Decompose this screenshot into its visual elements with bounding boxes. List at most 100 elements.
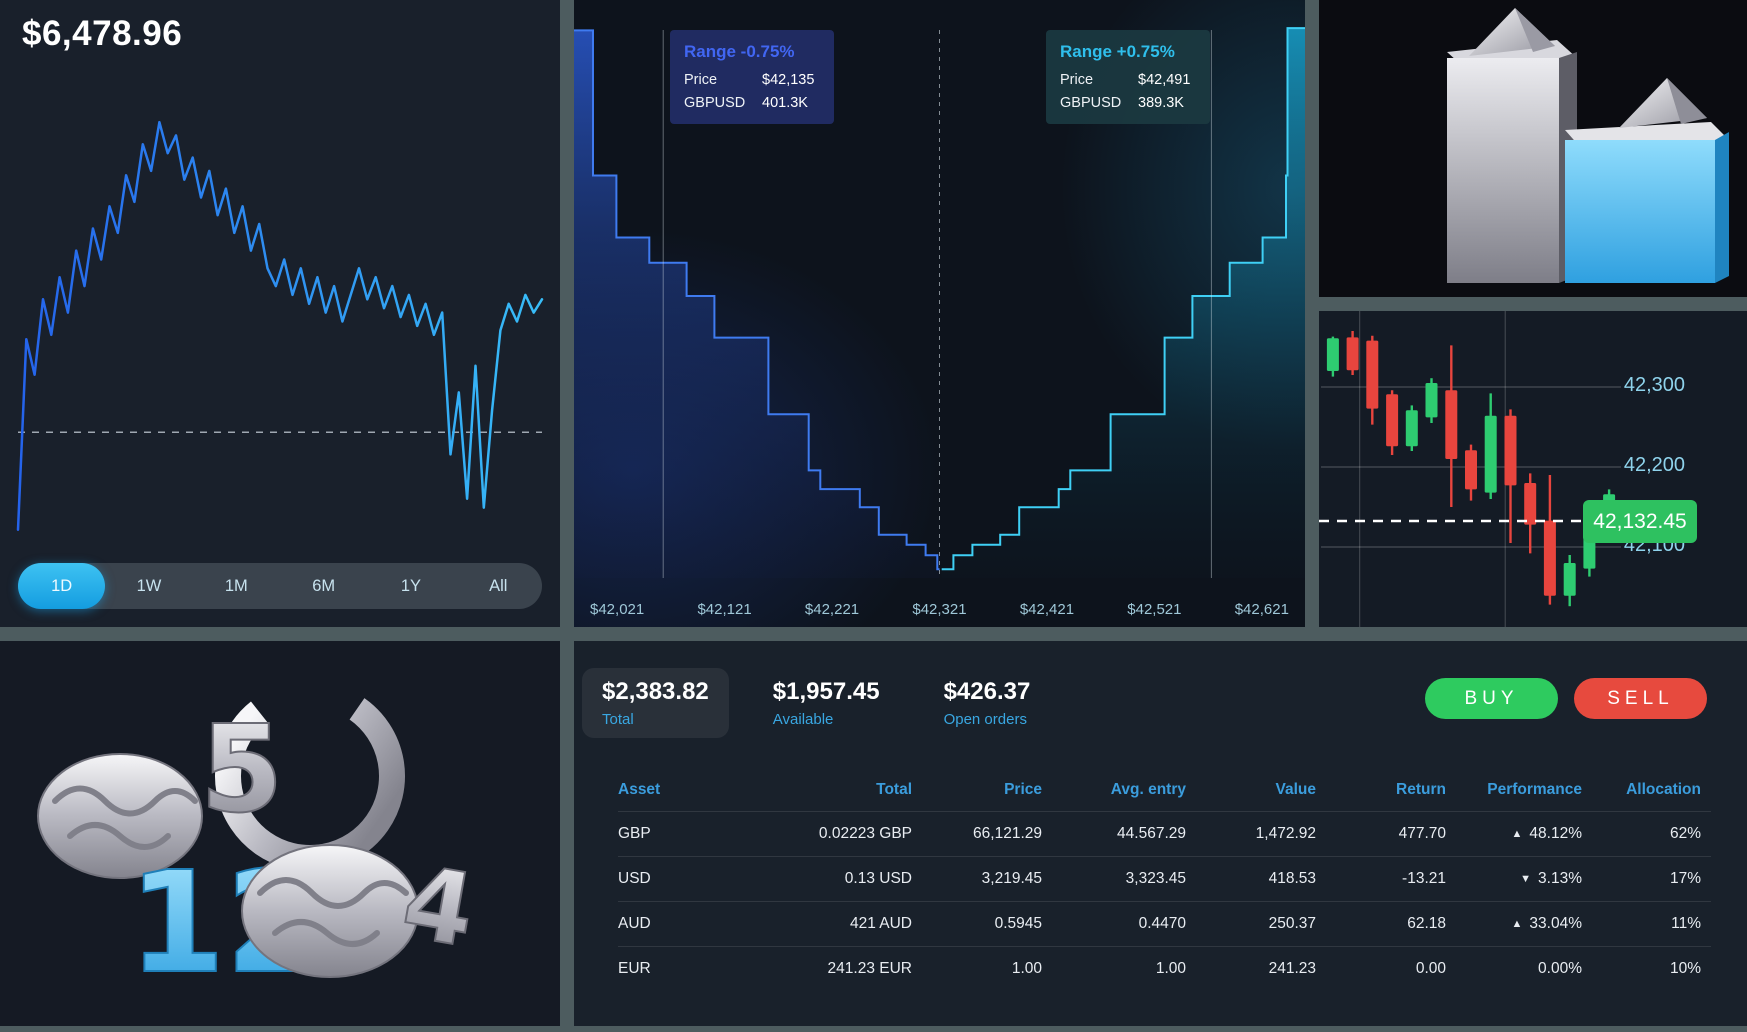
ask-pair-label: GBPUSD (1060, 95, 1122, 111)
depth-x-tick: $42,121 (697, 601, 752, 618)
range-button-6m[interactable]: 6M (312, 576, 336, 595)
cell-total: 0.02223 GBP (818, 825, 912, 842)
stat-value: $2,383.82 (602, 678, 709, 705)
cell-value: 241.23 (1268, 960, 1316, 977)
stat-label: Total (602, 711, 634, 728)
boxes-3d-illustration-panel (1319, 0, 1747, 297)
table-row-usd[interactable]: USD 0.13 USD 3,219.45 3,323.45 418.53 -13.21 ▼… (618, 856, 1711, 901)
brain-blob-right (241, 844, 419, 978)
positions-table-header: Asset Total Price Avg. entry Value Return Perf… (618, 769, 1711, 811)
brain-blob-left (37, 753, 203, 879)
trade-buttons: BUY SELL (1425, 678, 1707, 719)
sell-button[interactable]: SELL (1574, 678, 1707, 719)
ask-price-value: $42,491 (1138, 72, 1191, 88)
ask-range-title: Range +0.75% (1060, 42, 1175, 61)
stat-total: $2,383.82 Total (582, 668, 729, 738)
cell-allocation: 10% (1669, 960, 1701, 977)
candlestick-chart[interactable] (1319, 311, 1747, 627)
range-button-all[interactable]: All (489, 576, 508, 595)
positions-table: Asset Total Price Avg. entry Value Return Perf… (618, 769, 1711, 991)
depth-x-tick: $42,621 (1234, 601, 1289, 618)
triangle-up-icon: ▲ (1511, 828, 1523, 840)
blue-box (1565, 78, 1729, 283)
boxes-3d-illustration (1447, 8, 1729, 283)
time-range-bar: 1D 1W 1M 6M 1Y All (18, 563, 542, 609)
digit-4: 4 (394, 843, 483, 970)
cell-asset: EUR (618, 960, 651, 977)
cell-return: -13.21 (1402, 870, 1446, 887)
triangle-down-icon: ▼ (1520, 873, 1532, 885)
cell-performance: ▲ 33.04% (1511, 915, 1582, 932)
buy-button[interactable]: BUY (1425, 678, 1558, 719)
col-header-total: Total (876, 781, 912, 798)
cell-avg-entry: 1.00 (1155, 960, 1186, 977)
cell-price: 1.00 (1011, 960, 1042, 977)
col-header-price: Price (1004, 781, 1042, 798)
cell-price: 3,219.45 (981, 870, 1042, 887)
cell-performance: ▼ 3.13% (1520, 870, 1582, 887)
cell-price: 0.5945 (994, 915, 1042, 932)
depth-chart[interactable] (574, 0, 1305, 627)
stat-label: Available (772, 711, 834, 728)
ring-c-shape (215, 681, 405, 871)
stat-open-orders: $426.37 Open orders (924, 668, 1051, 738)
last-price-tag: 42,132.45 (1583, 500, 1697, 543)
col-header-allocation: Allocation (1626, 781, 1701, 798)
stat-value: $426.37 (943, 678, 1031, 705)
candlestick-panel: 42,132.45 42,300 42,200 42,100 (1319, 311, 1747, 627)
digit-5: 5 (200, 701, 284, 840)
stat-label: Open orders (943, 711, 1027, 728)
silver-box (1447, 8, 1577, 283)
cell-performance: ▲ 48.12% (1511, 825, 1582, 842)
cell-asset: AUD (618, 915, 651, 932)
col-header-asset: Asset (618, 781, 661, 798)
range-button-1w[interactable]: 1W (136, 576, 162, 595)
col-header-value: Value (1275, 781, 1317, 798)
depth-x-tick: $42,321 (912, 601, 967, 618)
cell-asset: USD (618, 870, 651, 887)
stat-available: $1,957.45 Available (753, 668, 900, 738)
cell-total: 241.23 EUR (827, 960, 912, 977)
depth-x-tick: $42,521 (1127, 601, 1182, 618)
cell-return: 0.00 (1415, 960, 1446, 977)
cell-total: 421 AUD (849, 915, 912, 932)
cell-value: 1,472.92 (1255, 825, 1316, 842)
portfolio-panel: $6,478.96 1D 1W 1M 6M 1Y All (0, 0, 560, 627)
numbers-3d-illustration: 5 12 4 (37, 681, 484, 1006)
range-button-1d[interactable]: 1D (18, 563, 106, 609)
ask-price-label: Price (1060, 72, 1094, 88)
cell-value: 250.37 (1268, 915, 1316, 932)
depth-x-axis: $42,021 $42,121 $42,221 $42,321 $42,421 $42,5… (574, 601, 1305, 618)
cell-allocation: 11% (1671, 915, 1701, 932)
table-row-eur[interactable]: EUR 241.23 EUR 1.00 1.00 241.23 0.00 0.00% 10% (618, 946, 1711, 991)
cell-return: 62.18 (1407, 915, 1446, 932)
orderbook-depth-panel: Range -0.75% Price $42,135 GBPUSD 401.3K… (574, 0, 1305, 627)
range-button-1m[interactable]: 1M (224, 576, 248, 595)
depth-x-tick: $42,221 (804, 601, 860, 618)
cell-value: 418.53 (1268, 870, 1316, 887)
portfolio-line-chart[interactable] (0, 88, 560, 558)
ask-volume-value: 389.3K (1138, 95, 1184, 111)
bid-volume-value: 401.3K (762, 95, 808, 111)
triangle-up-icon: ▲ (1511, 918, 1523, 930)
cell-return: 477.70 (1398, 825, 1446, 842)
table-row-aud[interactable]: AUD 421 AUD 0.5945 0.4470 250.37 62.18 ▲ 33.04%… (618, 901, 1711, 946)
cell-allocation: 62% (1669, 825, 1701, 842)
table-row-gbp[interactable]: GBP 0.02223 GBP 66,121.29 44.567.29 1,472.92… (618, 811, 1711, 856)
cell-price: 66,121.29 (973, 825, 1042, 842)
col-header-return: Return (1396, 781, 1446, 798)
candle-y-tick: 42,200 (1623, 454, 1685, 476)
ask-range-tooltip: Range +0.75% Price $42,491 GBPUSD 389.3K (1046, 30, 1210, 124)
cell-asset: GBP (618, 825, 651, 842)
cell-avg-entry: 0.4470 (1138, 915, 1186, 932)
account-stats: $2,383.82 Total $1,957.45 Available $426.37 O… (582, 668, 1050, 738)
cell-avg-entry: 3,323.45 (1125, 870, 1186, 887)
col-header-avgentry: Avg. entry (1110, 781, 1186, 798)
range-button-1y[interactable]: 1Y (400, 576, 422, 595)
bid-pair-label: GBPUSD (684, 95, 746, 111)
positions-table-body: GBP 0.02223 GBP 66,121.29 44.567.29 1,472.92… (618, 811, 1711, 991)
cell-total: 0.13 USD (844, 870, 912, 887)
bid-range-title: Range -0.75% (684, 42, 795, 61)
bid-range-tooltip: Range -0.75% Price $42,135 GBPUSD 401.3K (670, 30, 834, 124)
